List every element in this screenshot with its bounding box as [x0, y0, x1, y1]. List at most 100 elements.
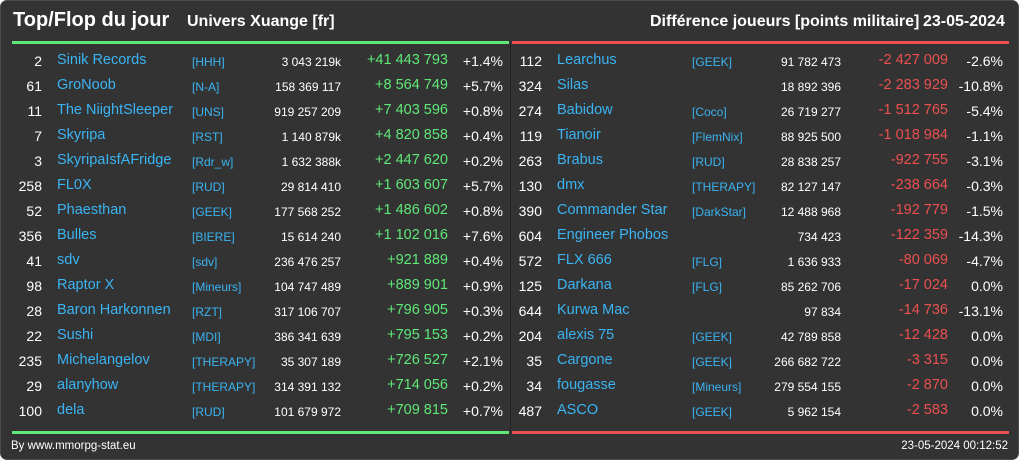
alliance-tag-link[interactable]: [GEEK] [692, 405, 733, 419]
percent-change: +0.9% [462, 278, 503, 294]
player-points: 82 127 147 [780, 180, 841, 194]
player-rank: 125 [518, 278, 542, 294]
player-row: 28 Baron Harkonnen [RZT] 317 106 707 +796 90… [12, 298, 509, 323]
alliance-tag-link[interactable]: [FlemNix] [692, 130, 743, 144]
alliance-tag-link[interactable]: [RUD] [192, 405, 225, 419]
percent-change: 0.0% [971, 278, 1003, 294]
player-name-link[interactable]: Darkana [557, 277, 612, 293]
player-name-link[interactable]: FL0X [57, 177, 92, 193]
alliance-tag-link[interactable]: [RST] [192, 130, 223, 144]
player-name-link[interactable]: Cargone [557, 352, 613, 368]
player-row: 119 Tianoir [FlemNix] 88 925 500 -1 018 984 -… [512, 123, 1009, 148]
points-difference: +726 527 [387, 352, 448, 368]
player-points: 28 838 257 [780, 155, 841, 169]
player-name-link[interactable]: SkyripaIsfAFridge [57, 152, 172, 168]
player-name-link[interactable]: GroNoob [57, 77, 116, 93]
player-points: 29 814 410 [280, 180, 341, 194]
player-name-link[interactable]: Sushi [57, 327, 94, 343]
player-name-link[interactable]: FLX 666 [557, 252, 612, 268]
points-difference: -192 779 [890, 202, 948, 218]
player-name-link[interactable]: Michelangelov [57, 352, 150, 368]
points-difference: +1 102 016 [375, 227, 448, 243]
alliance-tag-link[interactable]: [Mineurs] [192, 280, 242, 294]
player-points: 26 719 277 [780, 105, 841, 119]
player-name-link[interactable]: Learchus [557, 52, 617, 68]
alliance-tag-link[interactable]: [UNS] [192, 105, 225, 119]
percent-change: +0.4% [462, 128, 503, 144]
player-points: 734 423 [797, 230, 841, 244]
alliance-tag-link[interactable]: [N-A] [192, 80, 220, 94]
player-points: 42 789 858 [780, 330, 841, 344]
player-rank: 572 [518, 253, 542, 269]
percent-change: -1.5% [966, 203, 1003, 219]
alliance-tag-link[interactable]: [sdv] [192, 255, 218, 269]
player-name-link[interactable]: dela [57, 402, 85, 418]
player-row: 274 Babidow [Coco] 26 719 277 -1 512 765 -5.4… [512, 98, 1009, 123]
percent-change: +5.7% [462, 178, 503, 194]
alliance-tag-link[interactable]: [DarkStar] [692, 205, 747, 219]
player-name-link[interactable]: Engineer Phobos [557, 227, 669, 243]
alliance-tag-link[interactable]: [THERAPY] [692, 180, 756, 194]
player-rank: 263 [518, 153, 542, 169]
player-name-link[interactable]: sdv [57, 252, 80, 268]
alliance-tag-link[interactable]: [GEEK] [692, 355, 733, 369]
alliance-tag-link[interactable]: [HHH] [192, 55, 225, 69]
player-row: 34 fougasse [Mineurs] 279 554 155 -2 870 0.0% [512, 373, 1009, 398]
player-points: 97 834 [804, 305, 841, 319]
player-name-link[interactable]: Phaesthan [57, 202, 127, 218]
player-row: 235 Michelangelov [THERAPY] 35 307 189 +726 … [12, 348, 509, 373]
points-difference: -2 870 [906, 377, 948, 393]
player-name-link[interactable]: Tianoir [557, 127, 601, 143]
alliance-tag-link[interactable]: [RUD] [192, 180, 225, 194]
points-difference: -14 736 [898, 302, 948, 318]
player-name-link[interactable]: Raptor X [57, 277, 115, 293]
player-name-link[interactable]: Kurwa Mac [557, 302, 630, 318]
player-rank: 130 [518, 178, 542, 194]
player-row: 130 dmx [THERAPY] 82 127 147 -238 664 -0.3% [512, 173, 1009, 198]
player-points: 386 341 639 [274, 330, 341, 344]
alliance-tag-link[interactable]: [FLG] [692, 280, 723, 294]
alliance-tag-link[interactable]: [RZT] [192, 305, 222, 319]
player-row: 125 Darkana [FLG] 85 262 706 -17 024 0.0% [512, 273, 1009, 298]
alliance-tag-link[interactable]: [Coco] [692, 105, 727, 119]
player-row: 22 Sushi [MDI] 386 341 639 +795 153 +0.2% [12, 323, 509, 348]
alliance-tag-link[interactable]: [FLG] [692, 255, 723, 269]
player-name-link[interactable]: alanyhow [57, 377, 119, 393]
player-row: 7 Skyripa [RST] 1 140 879k +4 820 858 +0.4% [12, 123, 509, 148]
player-name-link[interactable]: Bulles [57, 227, 97, 243]
alliance-tag-link[interactable]: [THERAPY] [192, 380, 256, 394]
percent-change: 0.0% [971, 378, 1003, 394]
player-rank: 274 [518, 103, 542, 119]
player-name-link[interactable]: dmx [557, 177, 585, 193]
alliance-tag-link[interactable]: [Rdr_w] [192, 155, 234, 169]
alliance-tag-link[interactable]: [THERAPY] [192, 355, 256, 369]
percent-change: +7.6% [462, 228, 503, 244]
points-difference: -12 428 [898, 327, 948, 343]
player-name-link[interactable]: Silas [557, 77, 589, 93]
player-name-link[interactable]: The NiightSleeper [57, 102, 174, 118]
player-points: 35 307 189 [280, 355, 341, 369]
player-rank: 52 [26, 203, 42, 219]
column-separator [510, 44, 511, 431]
alliance-tag-link[interactable]: [GEEK] [192, 205, 233, 219]
alliance-tag-link[interactable]: [RUD] [692, 155, 725, 169]
player-row: 324 Silas 18 892 396 -2 283 929 -10.8% [512, 73, 1009, 98]
alliance-tag-link[interactable]: [BIERE] [192, 230, 235, 244]
player-name-link[interactable]: Commander Star [557, 202, 668, 218]
alliance-tag-link[interactable]: [Mineurs] [692, 380, 742, 394]
player-name-link[interactable]: Skyripa [57, 127, 106, 143]
alliance-tag-link[interactable]: [GEEK] [692, 55, 733, 69]
player-name-link[interactable]: Baron Harkonnen [57, 302, 171, 318]
player-name-link[interactable]: Babidow [557, 102, 613, 118]
player-row: 487 ASCO [GEEK] 5 962 154 -2 583 0.0% [512, 398, 1009, 423]
player-name-link[interactable]: alexis 75 [557, 327, 615, 343]
player-name-link[interactable]: fougasse [557, 377, 616, 393]
points-difference: -238 664 [890, 177, 948, 193]
alliance-tag-link[interactable]: [GEEK] [692, 330, 733, 344]
points-difference: +709 815 [387, 402, 448, 418]
player-name-link[interactable]: ASCO [557, 402, 599, 418]
player-name-link[interactable]: Sinik Records [57, 52, 147, 68]
alliance-tag-link[interactable]: [MDI] [192, 330, 221, 344]
points-difference: +4 820 858 [375, 127, 448, 143]
player-name-link[interactable]: Brabus [557, 152, 603, 168]
